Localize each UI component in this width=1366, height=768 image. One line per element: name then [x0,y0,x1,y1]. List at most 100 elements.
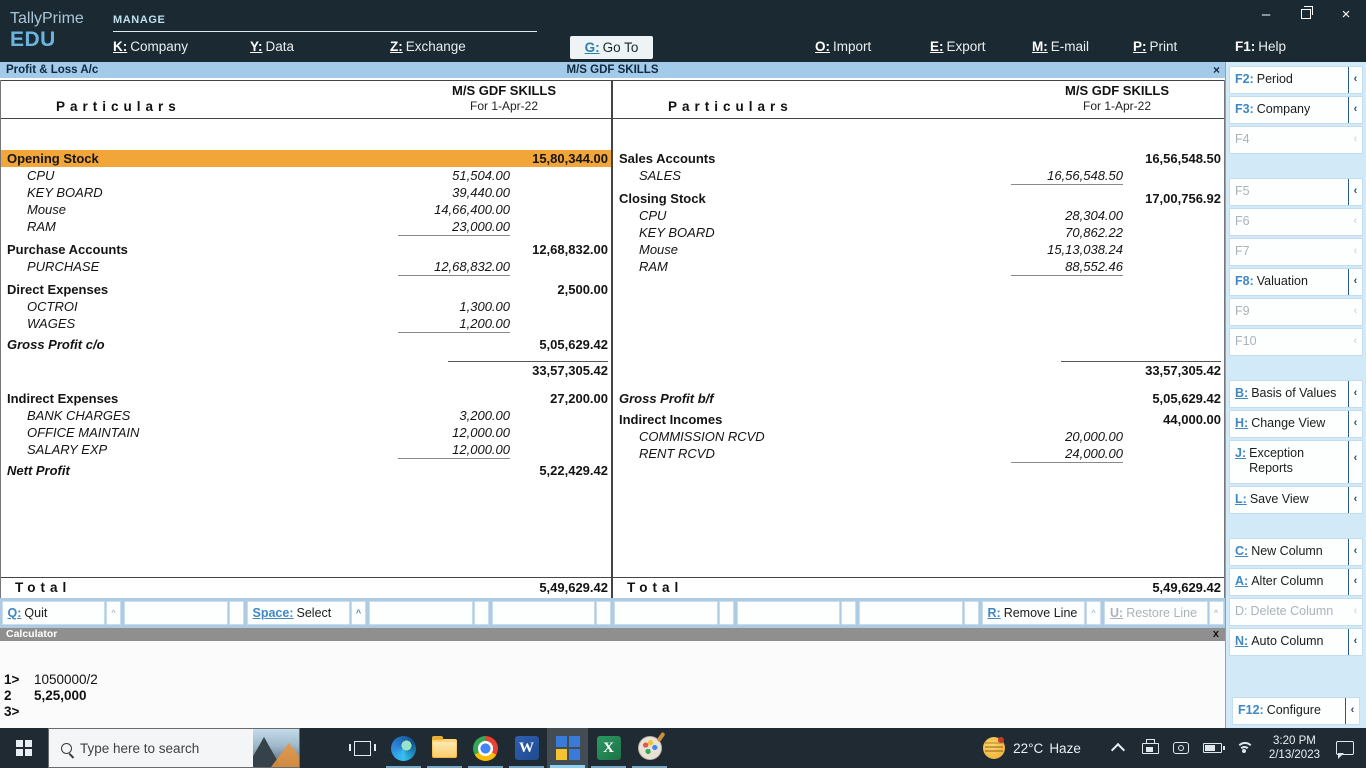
tray-expand-icon[interactable] [1110,742,1125,758]
sidebar-button-key: L: [1235,492,1247,506]
pl-row[interactable]: CPU 51,504.00 [1,167,611,184]
sidebar-button-label: Auto Column [1251,634,1324,648]
buttonbar-segment: R: Remove Line ^ [981,601,1101,625]
action-center-icon[interactable] [1336,741,1354,759]
sidebar-button-new-column[interactable]: C: New Column ‹ [1229,538,1363,566]
pl-row[interactable]: PURCHASE 12,68,832.00 [1,258,611,276]
taskbar-app-excel[interactable]: X [588,728,629,768]
taskbar-app-tally[interactable] [547,728,588,768]
sidebar-button-auto-column[interactable]: N: Auto Column ‹ [1229,628,1363,656]
pl-row[interactable]: OFFICE MAINTAIN 12,000.00 [1,424,611,441]
sidebar-button-basis-of-values[interactable]: B: Basis of Values ‹ [1229,380,1363,408]
taskbar-app-task-view[interactable] [342,728,383,768]
chrome-icon [473,735,498,761]
wifi-icon[interactable] [1235,742,1252,754]
pl-row[interactable]: WAGES 1,200.00 [1,315,611,333]
ledger-name: SALES [639,168,681,183]
pl-row[interactable]: Closing Stock 17,00,756.92 [613,190,1224,207]
close-window-button[interactable]: × [1341,5,1351,23]
sidebar-button-company[interactable]: F3: Company ‹ [1229,96,1363,124]
sidebar-button-save-view[interactable]: L: Save View ‹ [1229,486,1363,514]
sidebar-button-exception-reports[interactable]: J: Exception Reports ‹ [1229,440,1363,484]
pl-row[interactable]: Nett Profit 5,22,429.42 [1,462,611,479]
sidebar-button-period[interactable]: F2: Period ‹ [1229,66,1363,94]
button-expand-caret [963,601,979,625]
ledger-name: BANK CHARGES [27,408,131,423]
tray-temperature: 22°C [1013,740,1044,756]
pl-row[interactable]: RAM 88,552.46 [613,258,1224,276]
pl-row[interactable]: COMMISSION RCVD 20,000.00 [613,428,1224,445]
minimize-button[interactable]: – [1261,5,1271,23]
calculator-close-icon[interactable]: x [1212,628,1219,640]
sidebar-button-key: N: [1235,634,1249,648]
sub-amount: 88,552.46 [1011,258,1123,276]
sidebar-button-configure[interactable]: F12: Configure ‹ [1232,697,1360,725]
taskbar-app-edge[interactable] [383,728,424,768]
menu-item-exchange[interactable]: Z: Exchange [390,39,466,54]
start-button[interactable] [0,728,48,768]
pl-row[interactable]: RAM 23,000.00 [1,218,611,236]
taskbar-app-file-explorer[interactable] [424,728,465,768]
pl-row[interactable]: Mouse 14,66,400.00 [1,201,611,218]
restore-button[interactable] [1286,0,1326,28]
menu-item-help[interactable]: F1: Help [1235,39,1286,54]
pl-row[interactable]: Direct Expenses 2,500.00 [1,281,611,298]
weather-widget[interactable]: 22°C Haze [983,737,1081,759]
meet-now-icon[interactable] [1172,742,1189,754]
report-close-icon[interactable]: × [1212,62,1220,77]
button-label: Remove Line [1003,606,1078,620]
taskbar-search-input[interactable]: Type here to search [48,728,300,768]
pl-row[interactable]: BANK CHARGES 3,200.00 [1,407,611,424]
button-expand-caret[interactable]: ^ [1086,601,1101,625]
pl-row[interactable]: 33,57,305.42 [613,361,1224,378]
pl-row[interactable]: Gross Profit b/f 5,05,629.42 [613,390,1224,407]
pl-row[interactable]: Gross Profit c/o 5,05,629.42 [1,336,611,353]
taskbar-app-chrome[interactable] [465,728,506,768]
sidebar-button-key: B: [1235,386,1249,400]
buttonbar-empty-slot [369,601,473,625]
pl-row[interactable]: KEY BOARD 70,862.22 [613,224,1224,241]
button-expand-caret[interactable]: ^ [106,601,121,625]
button-select[interactable]: Space: Select [246,601,350,625]
pl-row[interactable]: SALES 16,56,548.50 [613,167,1224,185]
menu-item-import[interactable]: O: Import [815,39,871,54]
printer-icon[interactable] [1141,738,1159,754]
pl-row[interactable]: Mouse 15,13,038.24 [613,241,1224,258]
calculator-lines[interactable]: 1> 1050000/2 2 5,25,000 3> [4,672,98,720]
sidebar-button-change-view[interactable]: H: Change View ‹ [1229,410,1363,438]
clock[interactable]: 3:20 PM 2/13/2023 [1269,734,1320,762]
pl-row[interactable]: Purchase Accounts 12,68,832.00 [1,241,611,258]
pl-row[interactable]: RENT RCVD 24,000.00 [613,445,1224,463]
pl-row[interactable]: SALARY EXP 12,000.00 [1,441,611,459]
chevron-left-icon: ‹ [1348,381,1362,407]
menu-item-export[interactable]: E: Export [930,39,986,54]
pl-row[interactable]: CPU 28,304.00 [613,207,1224,224]
menu-item-print[interactable]: P: Print [1133,39,1177,54]
pl-row[interactable]: 33,57,305.42 [1,361,611,378]
taskbar-app-paint[interactable] [629,728,670,768]
pl-row[interactable]: KEY BOARD 39,440.00 [1,184,611,201]
menu-item-data[interactable]: Y: Data [250,39,294,54]
sidebar-button-valuation[interactable]: F8: Valuation ‹ [1229,268,1363,296]
ledger-name: Sales Accounts [619,151,716,166]
pl-row[interactable]: Sales Accounts 16,56,548.50 [613,150,1224,167]
pl-row[interactable]: Opening Stock 15,80,344.00 [1,150,611,167]
taskbar-app-word[interactable]: W [506,728,547,768]
sub-amount: 12,000.00 [452,425,510,440]
goto-button[interactable]: G: Go To [570,36,653,59]
open-app-indicator [550,765,585,768]
battery-icon[interactable] [1202,743,1225,753]
menu-item-company[interactable]: K: Company [113,39,188,54]
pl-column-incomes: Particulars M/S GDF SKILLS For 1-Apr-22 … [613,80,1224,598]
sidebar-button-alter-column[interactable]: A: Alter Column ‹ [1229,568,1363,596]
pl-row[interactable]: OCTROI 1,300.00 [1,298,611,315]
pl-row[interactable]: Indirect Expenses 27,200.00 [1,390,611,407]
pl-row[interactable]: Indirect Incomes 44,000.00 [613,411,1224,428]
button-quit[interactable]: Q: Quit [1,601,105,625]
search-daily-image[interactable] [253,729,299,767]
calculator-panel: Calculator x 1> 1050000/2 2 5,25,000 3> [0,628,1225,729]
button-expand-caret[interactable]: ^ [351,601,366,625]
menu-item-e-mail[interactable]: M: E-mail [1032,39,1089,54]
main-amount: 33,57,305.42 [448,361,608,379]
button-remove-line[interactable]: R: Remove Line [981,601,1085,625]
